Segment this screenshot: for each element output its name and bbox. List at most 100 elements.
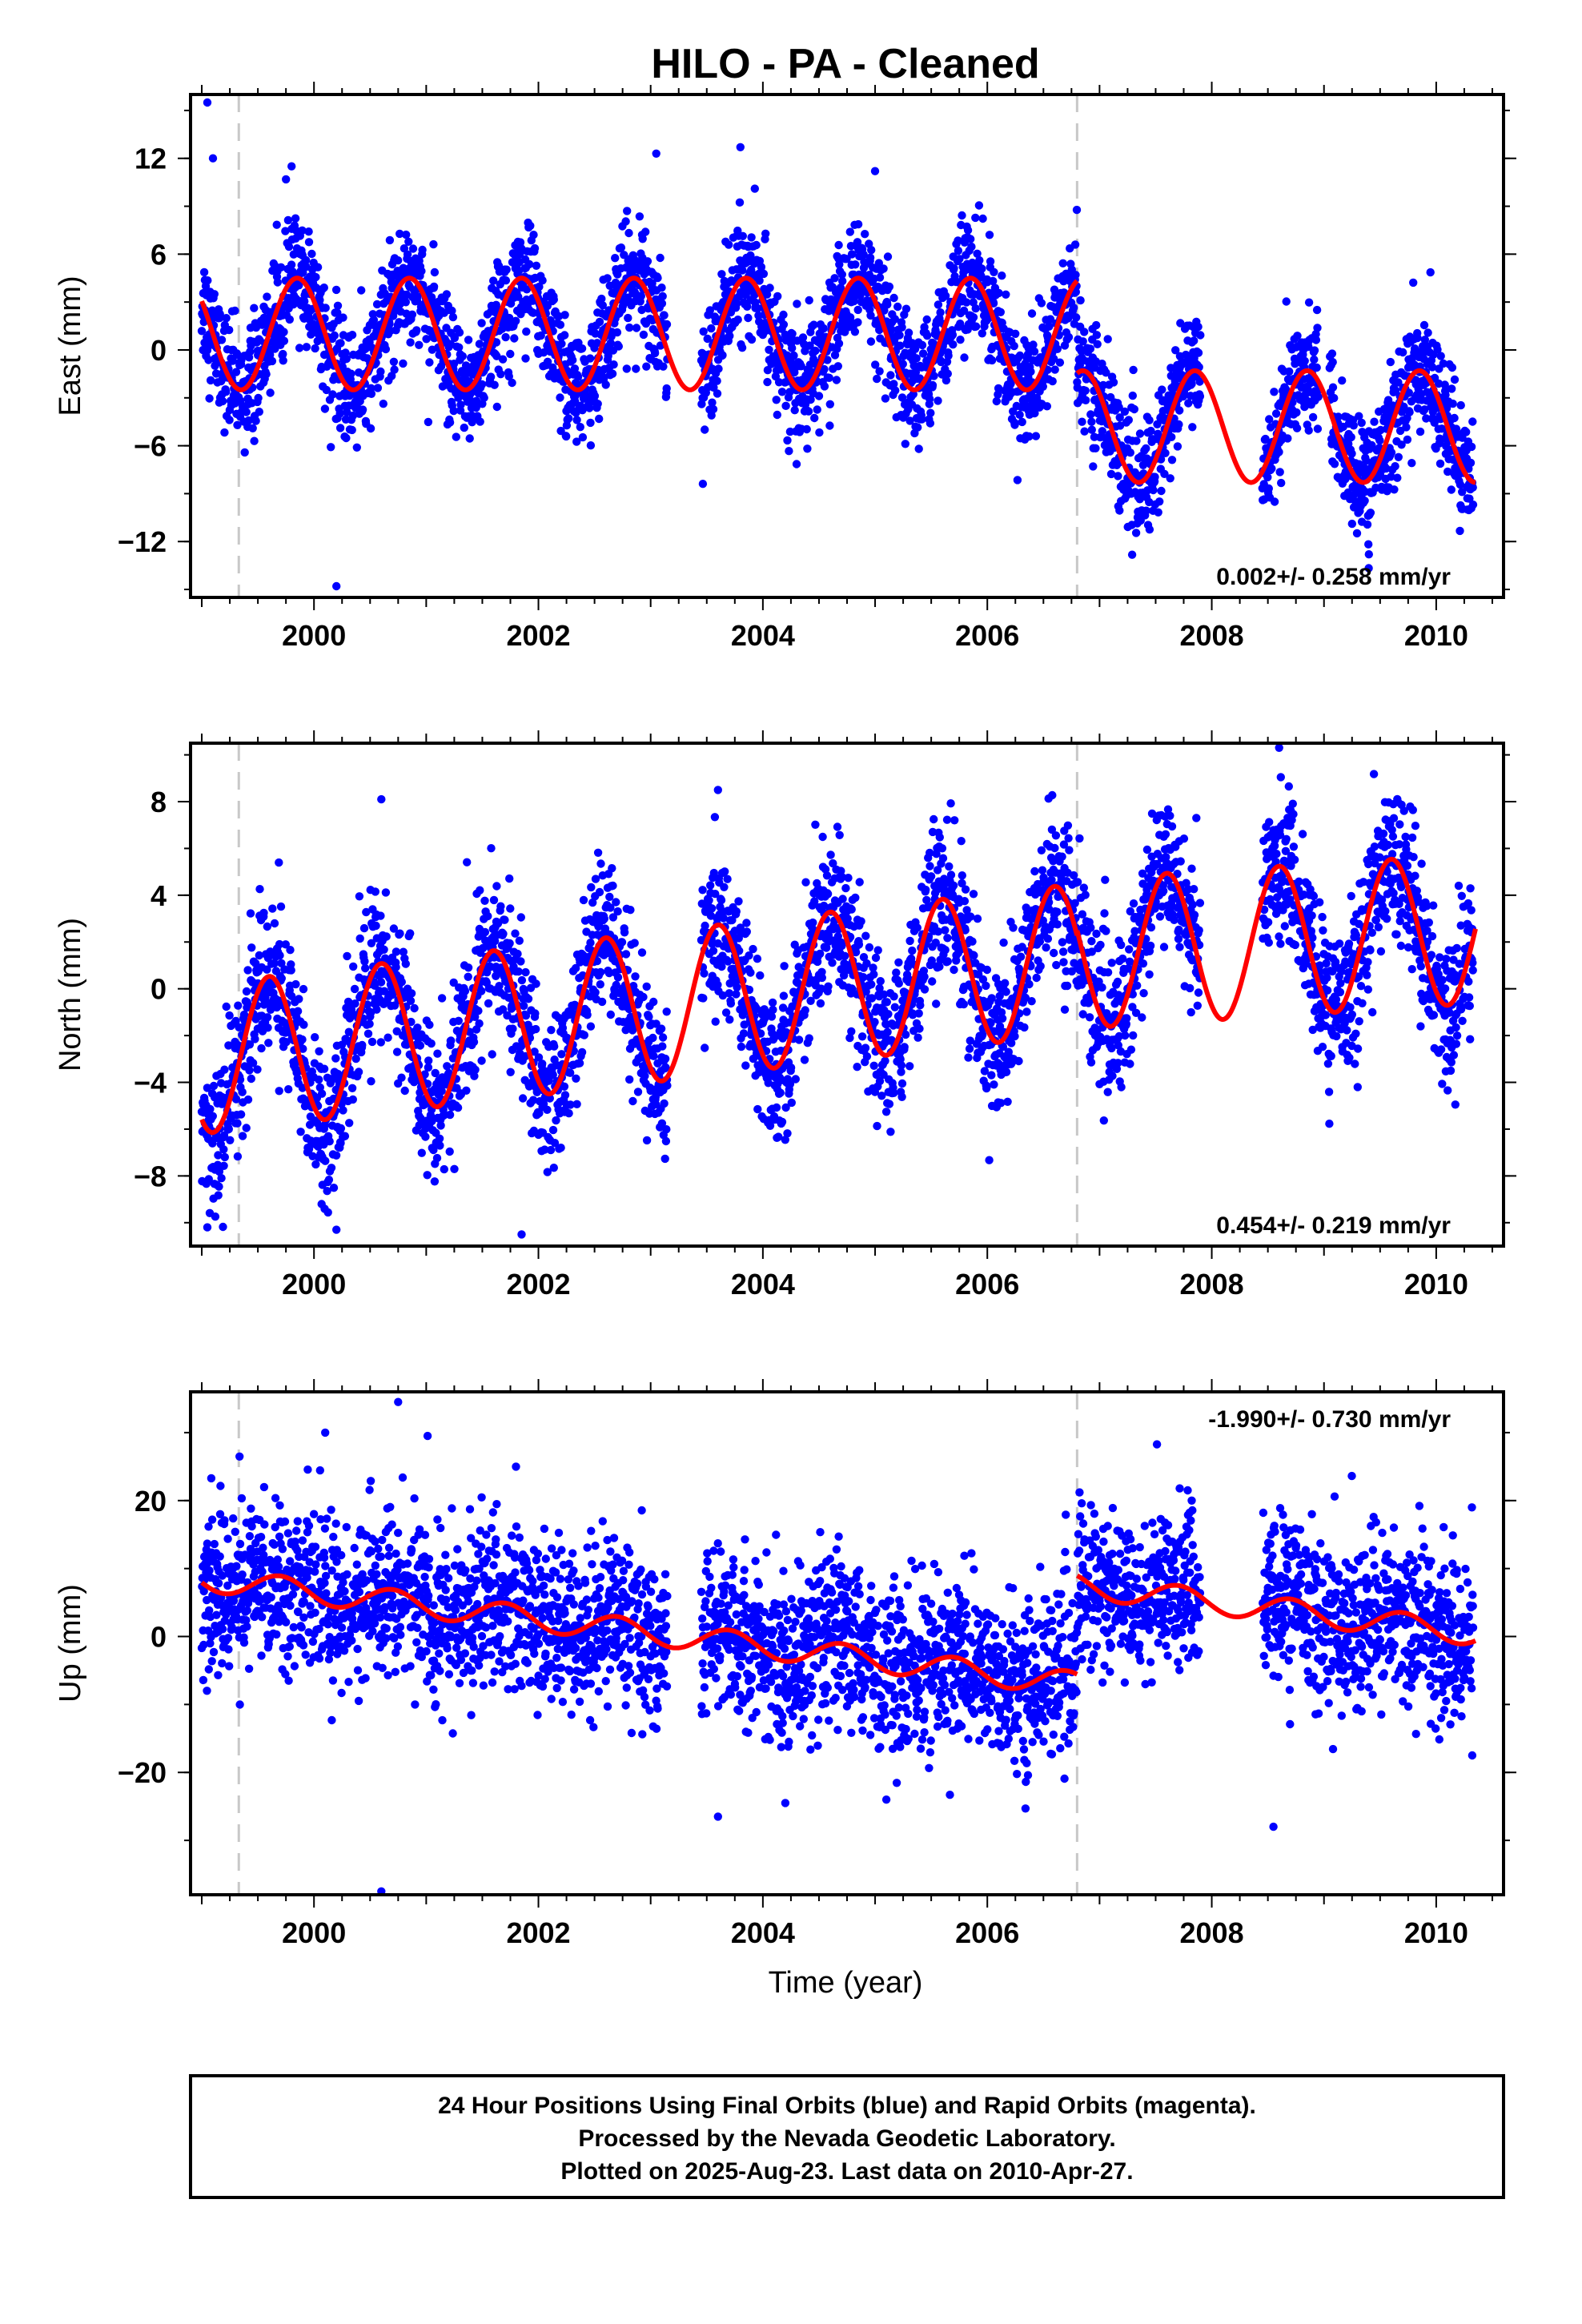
data-point	[247, 1074, 255, 1084]
data-point	[590, 392, 600, 400]
x-tick-label: 2008	[1180, 619, 1244, 652]
data-point	[498, 355, 508, 364]
data-point	[219, 1222, 227, 1232]
data-point	[873, 374, 881, 384]
data-point	[556, 393, 564, 402]
data-point	[403, 250, 412, 259]
data-point	[448, 306, 456, 316]
data-point	[500, 915, 509, 924]
data-point	[408, 244, 418, 253]
data-point	[847, 250, 857, 259]
data-point	[240, 448, 249, 457]
data-point	[203, 276, 212, 285]
data-point	[231, 306, 239, 316]
data-point	[1435, 459, 1445, 468]
data-point	[834, 240, 843, 250]
data-point	[299, 1020, 308, 1029]
data-point	[1145, 525, 1154, 534]
data-point	[293, 1007, 303, 1015]
data-point	[300, 297, 309, 306]
data-point	[1175, 406, 1184, 415]
data-point	[746, 251, 755, 260]
data-point	[348, 411, 357, 420]
data-point	[471, 1065, 480, 1075]
data-point	[1042, 402, 1052, 411]
data-point	[845, 227, 855, 236]
data-point	[1167, 432, 1176, 441]
data-point	[505, 874, 514, 883]
data-point	[358, 405, 367, 414]
data-point	[1018, 417, 1026, 427]
data-point	[572, 1074, 580, 1084]
data-point	[974, 201, 984, 210]
data-point	[486, 372, 496, 381]
data-point	[443, 1062, 452, 1071]
data-point	[487, 844, 496, 853]
data-point	[595, 414, 604, 424]
data-point	[649, 1051, 658, 1060]
data-point	[788, 329, 797, 338]
data-point	[575, 1059, 584, 1068]
data-point	[432, 1153, 442, 1163]
data-point	[853, 219, 863, 229]
data-point	[985, 231, 994, 239]
data-point	[343, 408, 351, 416]
data-point	[296, 1128, 305, 1136]
data-point	[452, 432, 460, 441]
data-point	[302, 343, 311, 352]
data-point	[713, 389, 722, 398]
data-point	[735, 198, 745, 207]
data-point	[1030, 347, 1039, 356]
data-point	[579, 895, 588, 905]
data-point	[994, 288, 1003, 298]
data-point	[596, 967, 605, 977]
data-point	[1448, 399, 1457, 408]
data-point	[233, 1152, 243, 1161]
data-point	[365, 1019, 374, 1028]
data-point	[442, 290, 452, 299]
data-point	[448, 312, 458, 322]
data-point	[600, 915, 608, 923]
data-point	[772, 396, 781, 404]
data-point	[400, 244, 409, 253]
data-point	[220, 428, 229, 437]
data-point	[392, 1047, 402, 1056]
data-point	[253, 1065, 262, 1074]
data-point	[352, 443, 361, 452]
data-point	[371, 921, 380, 931]
data-point	[580, 1031, 588, 1039]
data-point	[560, 1082, 569, 1092]
data-point	[359, 923, 369, 933]
data-point	[1086, 410, 1095, 419]
data-point	[1387, 448, 1396, 457]
data-point	[417, 1148, 426, 1157]
data-point	[222, 1002, 231, 1011]
data-point	[279, 336, 289, 345]
data-point	[649, 997, 658, 1007]
data-point	[1447, 384, 1456, 393]
data-point	[1450, 375, 1460, 384]
data-point	[1313, 424, 1323, 433]
data-point	[366, 424, 375, 433]
data-point	[901, 440, 910, 448]
data-point	[357, 286, 366, 295]
data-point	[319, 1064, 329, 1073]
data-point	[315, 1076, 323, 1084]
data-point	[385, 235, 395, 245]
data-point	[914, 444, 923, 453]
data-point	[595, 887, 604, 897]
data-point	[488, 1050, 496, 1059]
data-point	[427, 1039, 436, 1048]
data-point	[263, 292, 271, 301]
data-point	[379, 945, 388, 955]
data-point	[469, 1037, 479, 1047]
data-point	[897, 323, 906, 332]
data-point	[270, 919, 279, 928]
data-point	[1080, 328, 1089, 336]
data-point	[259, 908, 268, 918]
data-point	[454, 1016, 463, 1026]
data-point	[1310, 346, 1319, 355]
data-point	[206, 376, 215, 385]
data-point	[208, 154, 218, 163]
